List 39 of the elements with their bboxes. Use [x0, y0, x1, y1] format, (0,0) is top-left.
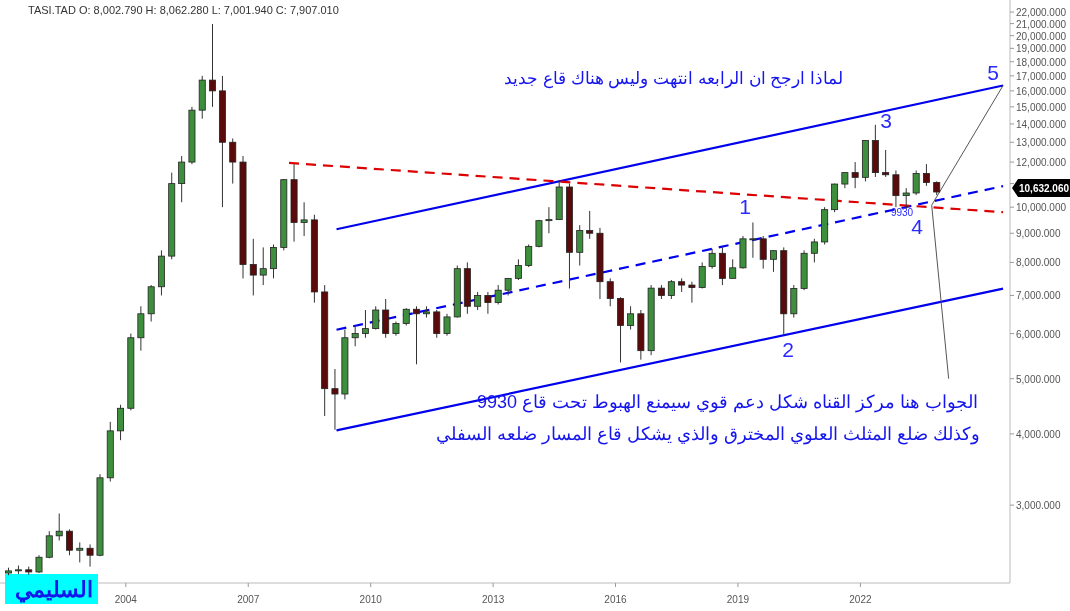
annotation: 5	[987, 61, 999, 84]
x-tick-label: 2013	[482, 594, 505, 605]
y-tick-label: 8,000.000	[1016, 257, 1061, 269]
y-tick-label: 13,000.000	[1016, 137, 1067, 149]
y-tick-label: 5,000.000	[1016, 373, 1061, 385]
annotation: 1	[739, 195, 751, 218]
y-tick-label: 16,000.000	[1016, 85, 1067, 97]
notes: السليمي	[5, 574, 98, 604]
y-tick-label: 19,000.000	[1016, 43, 1067, 55]
y-tick-label: 17,000.000	[1016, 70, 1067, 82]
y-tick-label: 21,000.000	[1016, 18, 1067, 30]
y-tick-label: 22,000.000	[1016, 7, 1067, 19]
annotation: وكذلك ضلع المثلث العلوي المخترق والذي يشكل قاع المسار ضلعه السفلي	[435, 424, 980, 445]
y-tick-label: 3,000.000	[1016, 500, 1061, 512]
annotation: 2	[782, 338, 794, 361]
annotation: 4	[911, 215, 924, 238]
chart-title: TASI.TAD O: 8,002.790 H: 8,062.280 L: 7,001.940 C: 7,907.010	[28, 4, 339, 16]
annotation: 9930	[890, 207, 914, 218]
text: 10,632.060	[1019, 183, 1070, 194]
annotation: الجواب هنا مركز القناه شكل دعم قوي سيمنع الهبوط تحت قاع 9930	[476, 392, 978, 413]
y-tick-label: 10,000.000	[1016, 202, 1067, 214]
x-tick-label: 2019	[726, 594, 750, 605]
x-tick-label: 2016	[604, 594, 628, 605]
x-tick-label: 2007	[237, 594, 260, 605]
y-tick-label: 12,000.000	[1016, 157, 1067, 169]
annotation: لماذا ارجح ان الرابعه انتهت وليس هناك قاع جديد	[504, 69, 843, 89]
y-tick-label: 9,000.000	[1016, 228, 1061, 240]
y-tick-label: 15,000.000	[1016, 101, 1067, 113]
y-tick-label: 18,000.000	[1016, 56, 1067, 68]
x-tick-label: 2004	[114, 594, 138, 605]
y-tick-label: 4,000.000	[1016, 428, 1061, 440]
x-tick-label: 2022	[849, 594, 872, 605]
annotation: السليمي	[15, 577, 93, 603]
y-tick-label: 14,000.000	[1016, 118, 1067, 130]
annotation: 3	[880, 109, 892, 132]
x-tick-label: 2010	[359, 594, 383, 605]
y-tick-label: 20,000.000	[1016, 30, 1067, 42]
y-tick-label: 6,000.000	[1016, 328, 1061, 340]
y-tick-label: 7,000.000	[1016, 290, 1061, 302]
